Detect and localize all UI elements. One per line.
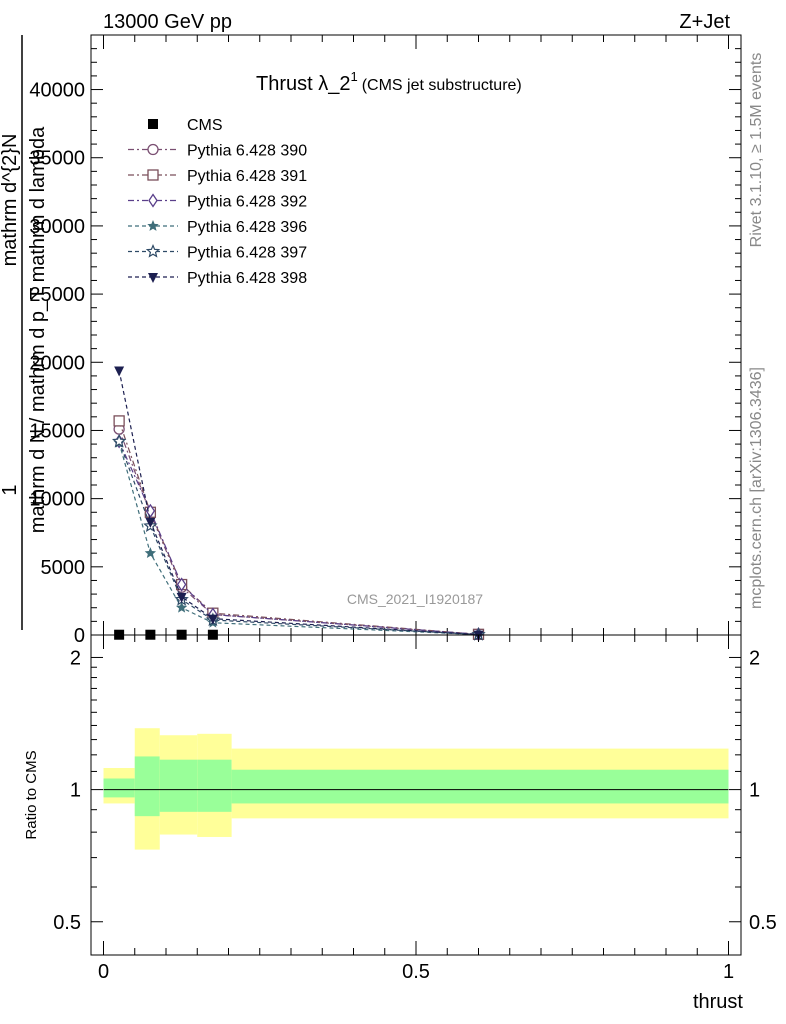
ratio-stat-band — [231, 769, 729, 804]
legend: CMS Pythia 6.428 390 Pythia 6.428 391 Pythi… — [128, 117, 307, 287]
ratio-y-tick-label-right: 2 — [749, 647, 760, 669]
ratio-x-ticks: 0 0.5 1 — [98, 635, 734, 983]
data-point-pythia-6-428-396 — [144, 547, 157, 559]
y-tick-label: 15000 — [29, 420, 85, 442]
legend-label-pythia-6-428-396: Pythia 6.428 396 — [187, 219, 307, 236]
ratio-y-tick-label-right: 1 — [749, 780, 760, 802]
data-point-pythia-6-428-398 — [207, 614, 218, 625]
y-label-one: 1 — [0, 484, 21, 495]
header-energy: 13000 GeV pp — [103, 11, 232, 33]
legend-label-pythia-6-428-398: Pythia 6.428 398 — [187, 270, 307, 287]
x-tick-label: 0.5 — [402, 961, 430, 983]
ratio-stat-band — [134, 756, 160, 817]
ratio-y-tick-label: 1 — [70, 780, 81, 802]
x-axis-label: thrust — [693, 991, 743, 1013]
header-process: Z+Jet — [679, 11, 730, 33]
ratio-y-tick-label: 0.5 — [53, 912, 81, 934]
data-point-pythia-6-428-397 — [111, 433, 127, 448]
plot-title: Thrust λ_21 (CMS jet substructure) — [256, 69, 522, 95]
y-tick-label: 35000 — [29, 148, 85, 170]
mcplots-label: mcplots.cern.ch [arXiv:1306.3436] — [748, 367, 765, 609]
plot-title-sub: (CMS jet substructure) — [362, 77, 522, 94]
data-point-pythia-6-428-396 — [175, 601, 188, 613]
plot-title-main: Thrust λ_2 — [256, 73, 350, 95]
y-label-top: mathrm d^{2}N — [0, 134, 21, 267]
legend-marker-cms — [148, 119, 158, 129]
main-panel: 0 5000 10000 15000 20000 25000 30000 35000 40000… — [29, 34, 742, 647]
analysis-watermark: CMS_2021_I1920187 — [347, 591, 483, 607]
legend-label-pythia-6-428-391: Pythia 6.428 391 — [187, 168, 307, 185]
y-label-bottom: mathrm d N / mathrm d p_T mathrm d lambd… — [27, 126, 49, 533]
y-tick-label: 0 — [74, 625, 85, 647]
ratio-y-ticks: 0.5 0.5 1 1 2 2 — [53, 647, 777, 933]
data-point-pythia-6-428-392 — [176, 577, 187, 592]
data-point-pythia-6-428-391 — [113, 415, 125, 427]
y-tick-label: 10000 — [29, 489, 85, 511]
x-tick-label: 1 — [723, 961, 734, 983]
y-tick-label: 20000 — [29, 352, 85, 374]
x-tick-label: 0 — [98, 961, 109, 983]
legend-label-cms: CMS — [187, 117, 223, 134]
y-tick-label: 30000 — [29, 216, 85, 238]
data-point-pythia-6-428-398 — [114, 366, 125, 377]
data-point-pythia-6-428-398 — [176, 592, 187, 603]
legend-marker-pythia-6-428-398 — [148, 273, 158, 283]
y-tick-label: 40000 — [29, 80, 85, 102]
legend-marker-pythia-6-428-396 — [147, 220, 159, 231]
y-tick-label: 5000 — [41, 557, 86, 579]
plot-title-sup: 1 — [350, 69, 357, 84]
legend-label-pythia-6-428-390: Pythia 6.428 390 — [187, 143, 307, 160]
legend-marker-pythia-6-428-397 — [145, 243, 161, 258]
legend-label-pythia-6-428-397: Pythia 6.428 397 — [187, 245, 307, 262]
main-y-label: mathrm d^{2}N 1 mathrm d N / mathrm d p_… — [0, 35, 49, 630]
y-tick-label: 25000 — [29, 284, 85, 306]
ratio-stat-band — [197, 759, 232, 812]
rivet-label: Rivet 3.1.10, ≥ 1.5M events — [748, 53, 765, 248]
ratio-stat-band — [103, 778, 135, 798]
ratio-y-tick-label: 2 — [70, 647, 81, 669]
ratio-stat-band — [159, 759, 198, 812]
legend-marker-pythia-6-428-392 — [148, 193, 158, 208]
ratio-bands — [103, 728, 729, 850]
main-y-ticks: 0 5000 10000 15000 20000 25000 30000 35000 40000 — [29, 48, 741, 647]
ratio-panel: 0.5 0.51 12 2 0 0.5 1 Ratio to CMS thrust — [23, 634, 777, 1013]
legend-label-pythia-6-428-392: Pythia 6.428 392 — [187, 194, 307, 211]
ratio-y-tick-label-right: 0.5 — [749, 912, 777, 934]
data-point-pythia-6-428-398 — [145, 517, 156, 528]
ratio-y-label: Ratio to CMS — [23, 750, 40, 839]
legend-marker-pythia-6-428-390 — [147, 143, 159, 156]
legend-marker-pythia-6-428-391 — [147, 169, 159, 181]
